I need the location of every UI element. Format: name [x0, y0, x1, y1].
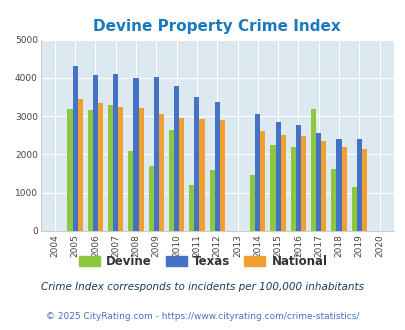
Bar	[295, 125, 300, 231]
Bar	[72, 66, 77, 231]
Legend: Devine, Texas, National: Devine, Texas, National	[74, 250, 331, 273]
Bar	[320, 141, 326, 231]
Bar	[199, 119, 204, 231]
Bar	[194, 97, 199, 231]
Text: © 2025 CityRating.com - https://www.cityrating.com/crime-statistics/: © 2025 CityRating.com - https://www.city…	[46, 312, 359, 321]
Bar	[158, 114, 164, 231]
Bar	[310, 109, 315, 231]
Bar	[280, 135, 285, 231]
Bar	[128, 150, 133, 231]
Bar	[93, 75, 98, 231]
Bar	[133, 78, 138, 231]
Bar	[249, 176, 255, 231]
Bar	[168, 130, 174, 231]
Bar	[290, 147, 295, 231]
Bar	[153, 77, 158, 231]
Bar	[77, 99, 83, 231]
Bar	[300, 136, 305, 231]
Bar	[209, 170, 214, 231]
Bar	[113, 74, 118, 231]
Bar	[260, 131, 265, 231]
Bar	[98, 103, 103, 231]
Bar	[108, 106, 113, 231]
Bar	[330, 169, 336, 231]
Bar	[270, 145, 275, 231]
Bar	[87, 111, 93, 231]
Bar	[356, 139, 361, 231]
Bar	[351, 187, 356, 231]
Bar	[214, 102, 219, 231]
Text: Crime Index corresponds to incidents per 100,000 inhabitants: Crime Index corresponds to incidents per…	[41, 282, 364, 292]
Bar	[118, 107, 123, 231]
Title: Devine Property Crime Index: Devine Property Crime Index	[93, 19, 340, 34]
Bar	[315, 133, 320, 231]
Bar	[189, 185, 194, 231]
Bar	[148, 166, 153, 231]
Bar	[341, 147, 346, 231]
Bar	[336, 139, 341, 231]
Bar	[255, 114, 260, 231]
Bar	[275, 122, 280, 231]
Bar	[174, 85, 179, 231]
Bar	[138, 108, 143, 231]
Bar	[67, 109, 72, 231]
Bar	[361, 149, 366, 231]
Bar	[219, 120, 224, 231]
Bar	[179, 118, 184, 231]
